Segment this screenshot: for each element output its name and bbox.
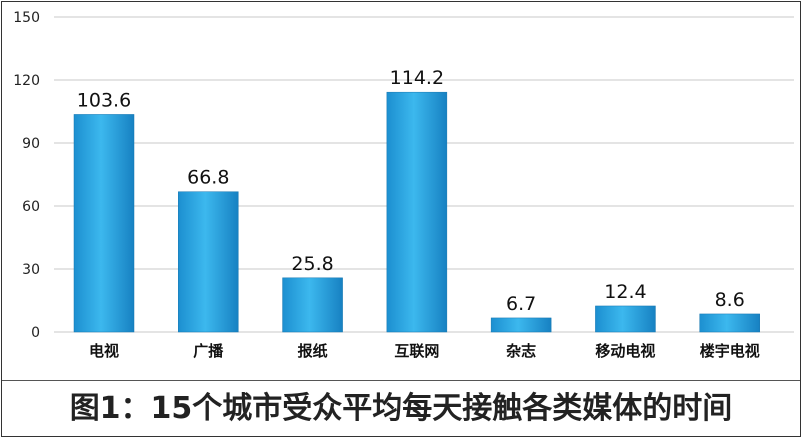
category-label: 杂志: [506, 342, 536, 360]
bar: [282, 277, 343, 333]
bar: [178, 191, 239, 333]
y-tick-label: 0: [31, 325, 40, 341]
category-labels: 电视 广播 报纸 互联网 杂志 移动电视 楼宇电视: [89, 342, 760, 360]
bar: [73, 114, 135, 333]
y-tick-label: 150: [13, 10, 40, 26]
value-label: 66.8: [187, 167, 229, 189]
y-axis-ticks: 0 30 60 90 120 150: [13, 10, 40, 341]
bar: [386, 91, 448, 333]
value-label: 114.2: [390, 67, 444, 89]
y-tick-label: 60: [22, 199, 40, 215]
value-label: 6.7: [506, 293, 536, 315]
bar: [699, 313, 760, 333]
category-label: 报纸: [298, 342, 328, 360]
value-label: 8.6: [715, 289, 745, 311]
value-label: 103.6: [77, 89, 131, 111]
value-label: 25.8: [291, 253, 333, 275]
value-label: 12.4: [604, 281, 646, 303]
category-label: 电视: [89, 342, 119, 360]
category-label: 广播: [193, 342, 224, 360]
bar: [490, 317, 552, 333]
bars: [73, 91, 760, 333]
category-label: 互联网: [394, 342, 439, 360]
y-tick-label: 120: [13, 73, 40, 89]
category-label: 移动电视: [595, 342, 655, 360]
value-labels: 103.6 66.8 25.8 114.2 6.7 12.4 8.6: [77, 67, 745, 315]
bar-chart: 0 30 60 90 120 150 103.6 66.8 25.8 114.2 6.7 12.4 8…: [13, 10, 794, 360]
y-tick-label: 30: [22, 262, 40, 278]
y-tick-label: 90: [22, 136, 40, 152]
bar: [595, 305, 656, 333]
chart-caption: 图1：15个城市受众平均每天接触各类媒体的时间: [2, 380, 800, 441]
category-label: 楼宇电视: [700, 342, 760, 360]
